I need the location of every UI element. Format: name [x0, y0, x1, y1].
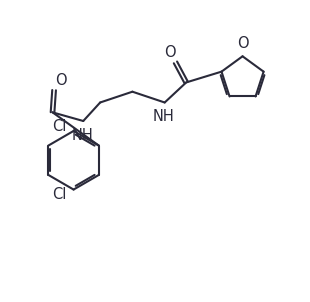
Text: O: O	[237, 36, 248, 51]
Text: NH: NH	[71, 128, 93, 143]
Text: Cl: Cl	[53, 187, 67, 202]
Text: O: O	[55, 73, 67, 88]
Text: NH: NH	[153, 109, 174, 124]
Text: Cl: Cl	[53, 119, 67, 134]
Text: O: O	[164, 45, 176, 60]
